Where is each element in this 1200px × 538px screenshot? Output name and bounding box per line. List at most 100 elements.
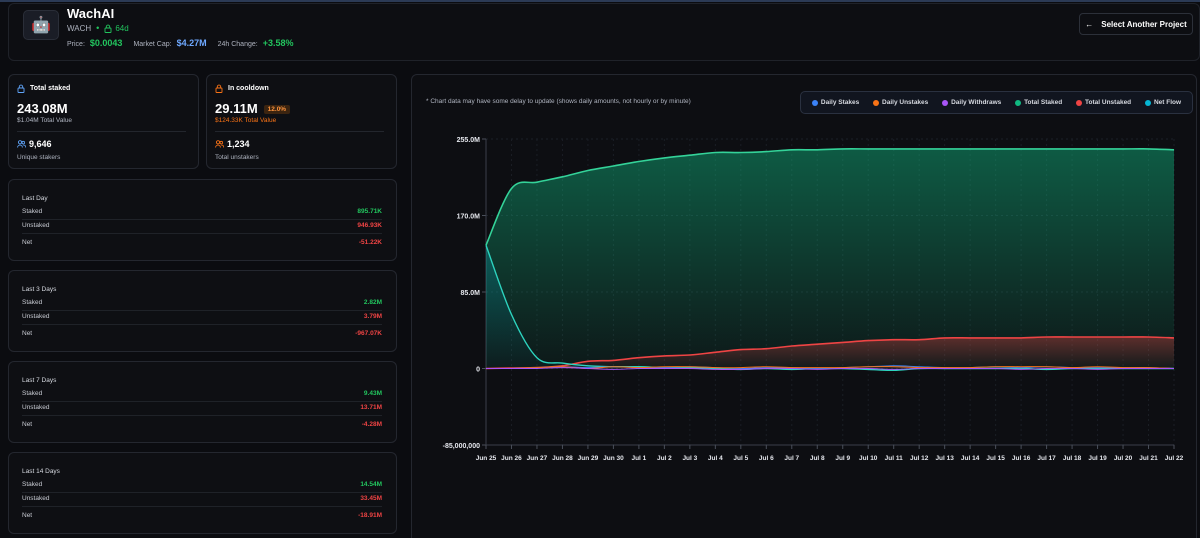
staking-chart-panel: * Chart data may have some delay to upda… <box>411 74 1197 538</box>
unstaked-label: Unstaked <box>22 222 50 229</box>
y-tick-label: 170.0M <box>457 214 481 221</box>
select-another-project-button[interactable]: ← Select Another Project <box>1079 13 1193 35</box>
legend-item-total-unstaked[interactable]: Total Unstaked <box>1076 99 1131 106</box>
staked-value: 9.43M <box>363 390 382 397</box>
project-age: 64d <box>104 23 129 33</box>
x-tick-label: Jul 6 <box>759 455 774 462</box>
legend-item-daily-stakes[interactable]: Daily Stakes <box>811 99 859 106</box>
unstaked-label: Unstaked <box>22 404 50 411</box>
x-tick-label: Jul 21 <box>1139 455 1158 462</box>
total-unstaked-area <box>486 336 1174 369</box>
period-title: Last Day <box>22 195 48 202</box>
x-tick-label: Jul 3 <box>682 455 697 462</box>
net-value: -51.22K <box>358 239 382 246</box>
x-axis: Jun 25 Jun 26 Jun 27 Jun 28 Jun 29 Jun 30 Jul … <box>476 444 1184 462</box>
ticker-row: WACH • 64d <box>67 23 129 33</box>
x-tick-label: Jul 15 <box>986 455 1005 462</box>
net-value: -4.28M <box>361 421 382 428</box>
x-tick-label: Jul 1 <box>631 455 646 462</box>
market-metrics: Price: $0.0043 Market Cap: $4.27M 24h Ch… <box>67 38 293 48</box>
chart-legend: Daily Stakes Daily Unstakes Daily Withdr… <box>800 91 1193 114</box>
period-title: Last 7 Days <box>22 377 57 384</box>
unstaked-label: Unstaked <box>22 313 50 320</box>
legend-item-daily-withdraws[interactable]: Daily Withdraws <box>942 99 1001 106</box>
row-divider <box>22 233 382 234</box>
window-top-accent <box>0 0 1200 2</box>
x-tick-label: Jun 26 <box>501 455 522 462</box>
x-tick-label: Jul 20 <box>1114 455 1133 462</box>
users-icon <box>215 140 224 148</box>
x-tick-label: Jul 5 <box>733 455 748 462</box>
unstaked-value: 13.71M <box>360 404 382 411</box>
net-row: Net -967.07K <box>22 330 382 337</box>
period-title: Last 3 Days <box>22 286 57 293</box>
total-staked-amount: 243.08M <box>17 101 68 116</box>
x-tick-label: Jul 10 <box>859 455 878 462</box>
total-staked-label: Total staked <box>30 85 71 92</box>
legend-swatch <box>1076 99 1083 106</box>
robot-mascot-logo: 🤖 <box>23 10 59 40</box>
row-divider <box>22 401 382 402</box>
staked-label: Staked <box>22 208 43 215</box>
y-tick-label: 85.0M <box>461 290 481 297</box>
total-staked-line <box>485 148 1175 246</box>
status-dot: • <box>96 23 100 33</box>
net-value: -967.07K <box>355 330 382 337</box>
project-header: 🤖 WachAI WACH • 64d Price: $0.0043 Marke… <box>8 3 1200 61</box>
daily-unstakes-line <box>485 366 1175 370</box>
select-another-project-label: Select Another Project <box>1101 19 1187 29</box>
x-tick-label: Jul 12 <box>910 455 929 462</box>
x-tick-label: Jun 28 <box>552 455 573 462</box>
unique-stakers-label: Unique stakers <box>17 154 61 161</box>
legend-item-net-flow[interactable]: Net Flow <box>1144 99 1181 106</box>
cooldown-label: In cooldown <box>228 85 269 92</box>
y-tick-label: 255.0M <box>457 137 481 144</box>
staked-row: Staked 14.54M <box>22 481 382 488</box>
lock-icon <box>17 84 25 93</box>
row-divider <box>22 219 382 220</box>
y-tick-label: 0 <box>476 367 480 374</box>
ticker-symbol: WACH <box>67 23 92 33</box>
cooldown-label-row: In cooldown <box>215 84 269 93</box>
row-divider <box>22 324 382 325</box>
total-unstaked-line <box>485 336 1175 370</box>
legend-label: Total Unstaked <box>1085 99 1132 106</box>
x-tick-label: Jul 9 <box>835 455 850 462</box>
unique-stakers-count-row: 9,646 <box>17 139 52 149</box>
chart-delay-note: * Chart data may have some delay to upda… <box>426 98 691 105</box>
legend-item-daily-unstakes[interactable]: Daily Unstakes <box>873 99 928 106</box>
legend-label: Total Staked <box>1024 99 1063 106</box>
legend-label: Daily Unstakes <box>882 99 929 106</box>
total-unstakers-label: Total unstakers <box>215 154 259 161</box>
staked-value: 14.54M <box>360 481 382 488</box>
legend-item-total-staked[interactable]: Total Staked <box>1015 99 1062 106</box>
row-divider <box>22 492 382 493</box>
legend-swatch <box>942 99 949 106</box>
x-tick-label: Jul 7 <box>784 455 799 462</box>
unstaked-row: Unstaked 33.45M <box>22 495 382 502</box>
legend-swatch <box>1144 99 1151 106</box>
change-label: 24h Change: <box>217 41 258 48</box>
unstaked-row: Unstaked 946.93K <box>22 222 382 229</box>
x-tick-label: Jul 17 <box>1037 455 1056 462</box>
y-axis: 255.0M 170.0M 85.0M 0 -85,000,000 <box>443 137 487 450</box>
x-tick-label: Jun 27 <box>527 455 548 462</box>
staked-row: Staked 9.43M <box>22 390 382 397</box>
users-icon <box>17 140 26 148</box>
total-staked-area <box>486 148 1174 369</box>
staked-row: Staked 895.71K <box>22 208 382 215</box>
project-age-value: 64d <box>115 23 129 33</box>
staked-value: 2.82M <box>363 299 382 306</box>
x-tick-label: Jul 16 <box>1012 455 1031 462</box>
price-value: $0.0043 <box>89 38 123 48</box>
change-value: +3.58% <box>262 38 294 48</box>
cooldown-value: $124.33K Total Value <box>215 117 277 124</box>
y-tick-label: -85,000,000 <box>443 443 480 450</box>
legend-swatch <box>811 99 818 106</box>
unique-stakers-count: 9,646 <box>29 139 52 149</box>
total-staked-value: $1.04M Total Value <box>17 117 73 124</box>
cooldown-amount: 29.11M <box>215 101 258 116</box>
row-divider <box>22 310 382 311</box>
net-label: Net <box>22 512 33 519</box>
